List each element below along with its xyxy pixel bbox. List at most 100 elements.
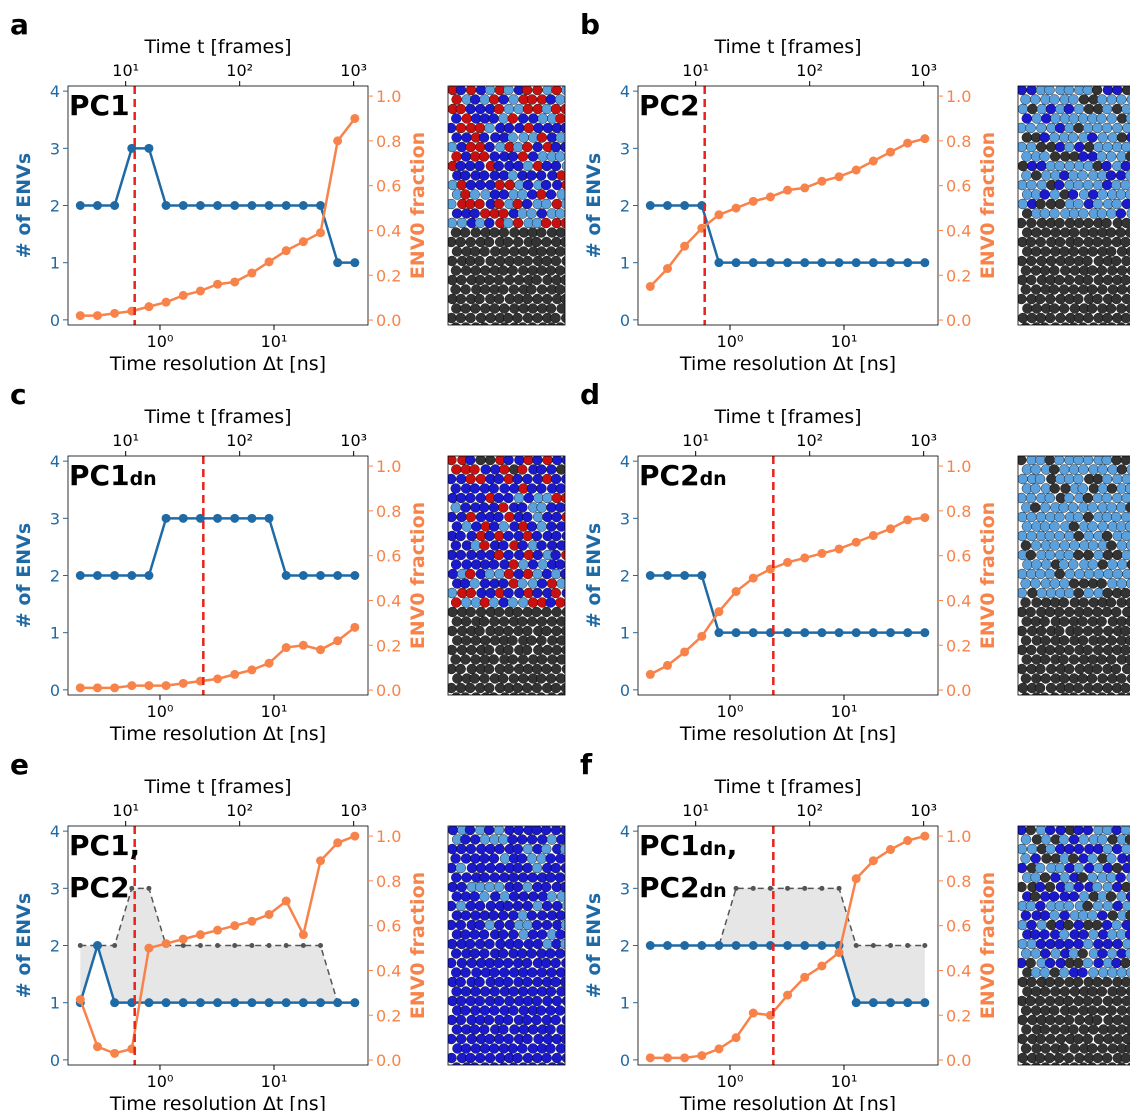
atom <box>551 644 563 656</box>
atom <box>1096 265 1108 276</box>
atom <box>1049 540 1060 551</box>
atom <box>1077 113 1089 124</box>
atom <box>1112 1033 1124 1045</box>
atom <box>497 673 509 684</box>
atom <box>1041 113 1052 124</box>
atom <box>1018 217 1027 229</box>
atom <box>490 246 501 257</box>
atom <box>1073 103 1085 115</box>
atom <box>1116 986 1127 997</box>
atom <box>1064 606 1075 618</box>
atom <box>565 1006 575 1016</box>
atom <box>554 284 565 295</box>
atom <box>489 616 500 627</box>
marker <box>144 681 154 691</box>
marker <box>75 683 85 693</box>
atom <box>1073 957 1084 969</box>
atom <box>560 198 565 210</box>
atom <box>1111 456 1122 466</box>
atom <box>1077 872 1088 883</box>
y2-tick-label: 0.2 <box>376 636 401 655</box>
atom <box>479 1024 490 1035</box>
atom <box>471 692 481 695</box>
atom <box>488 559 500 570</box>
atom <box>476 843 487 855</box>
atom <box>1103 568 1114 580</box>
marker <box>247 998 257 1008</box>
atom <box>493 198 505 210</box>
atom <box>1068 578 1080 589</box>
marker <box>298 640 308 650</box>
atom <box>1035 511 1047 523</box>
atom <box>466 644 477 656</box>
atom <box>494 587 505 599</box>
atom <box>1124 170 1130 181</box>
atom <box>1087 872 1098 883</box>
atom <box>451 521 463 532</box>
atom <box>1025 957 1036 969</box>
atom <box>536 654 548 665</box>
marker <box>748 196 758 206</box>
y-tick-label: 2 <box>620 567 630 586</box>
atom <box>479 246 490 257</box>
atom <box>1050 227 1061 238</box>
marker <box>316 998 326 1008</box>
atom <box>551 1033 563 1045</box>
marker <box>110 683 120 693</box>
atom <box>1093 957 1104 969</box>
atom <box>531 919 543 931</box>
marker <box>680 571 690 580</box>
atom <box>1077 616 1088 627</box>
atom <box>536 853 547 864</box>
marker <box>230 201 240 210</box>
y-tick-label: 0 <box>50 681 60 700</box>
atom <box>508 986 519 997</box>
y2-tick-label: 0.0 <box>376 681 401 700</box>
marker <box>195 998 205 1008</box>
atom <box>507 265 518 276</box>
y-tick-label: 0 <box>620 681 630 700</box>
atom <box>455 919 467 931</box>
atom <box>493 492 504 504</box>
atom <box>535 1005 547 1016</box>
atom <box>527 986 538 997</box>
atom <box>479 673 490 684</box>
atom <box>556 540 565 551</box>
atom <box>1125 597 1130 608</box>
marker <box>731 941 741 950</box>
atom <box>560 682 565 694</box>
atom <box>484 995 496 1007</box>
atom <box>483 644 495 656</box>
annotation-part: , <box>727 829 738 862</box>
atom <box>532 1052 543 1064</box>
atom <box>1120 274 1130 286</box>
atom <box>1039 654 1051 665</box>
marker <box>350 831 360 841</box>
y-tick-label: 3 <box>50 139 60 158</box>
atom <box>1034 682 1046 694</box>
marker <box>903 258 913 268</box>
atom <box>1087 1005 1098 1016</box>
atom <box>1021 189 1033 200</box>
atom <box>542 938 553 950</box>
atom <box>1124 635 1130 646</box>
y-tick-label: 4 <box>50 452 60 471</box>
atom <box>565 228 575 238</box>
atom <box>554 948 565 959</box>
marker <box>817 258 827 268</box>
atom <box>474 160 485 172</box>
marker <box>230 277 240 287</box>
y2-tick-label: 0.6 <box>376 917 401 936</box>
atom <box>1093 549 1104 561</box>
y-tick-label: 4 <box>620 822 630 841</box>
atom <box>1039 986 1051 997</box>
atom <box>1120 826 1130 836</box>
atom <box>1073 843 1085 855</box>
atom <box>1126 559 1130 570</box>
panel-label: a <box>10 8 29 41</box>
marker <box>316 228 326 238</box>
atom <box>1021 521 1033 532</box>
atom <box>546 910 558 921</box>
atom <box>1064 663 1075 675</box>
atom <box>1025 492 1037 504</box>
